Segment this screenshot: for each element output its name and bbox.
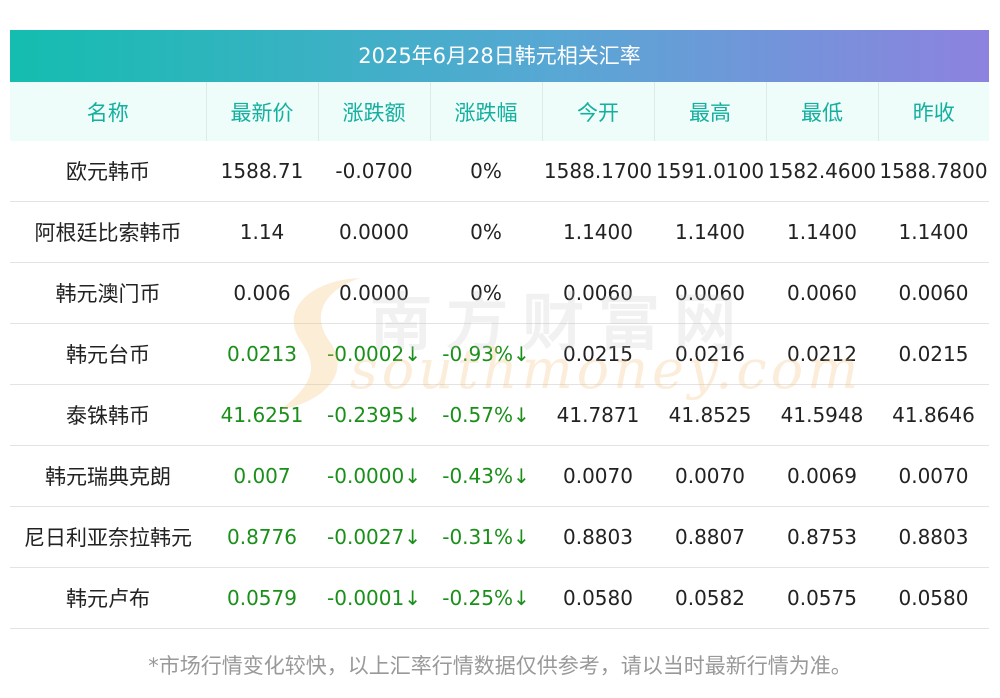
table-row: 尼日利亚奈拉韩元 0.8776 -0.0027↓ -0.31%↓ 0.8803 0.880… [10, 506, 989, 568]
change-percent-cell: 0% [430, 141, 542, 202]
header-latest: 最新价 [206, 82, 319, 141]
prev-close-cell: 0.8803 [878, 506, 989, 568]
prev-close-cell: 0.0215 [878, 323, 989, 385]
latest-price-cell: 41.6251 [206, 384, 318, 446]
prev-close-cell: 0.0070 [878, 445, 989, 507]
change-amount-cell: 0.0000 [318, 262, 430, 324]
change-amount-cell: -0.0700 [318, 141, 430, 202]
currency-name-cell: 尼日利亚奈拉韩元 [10, 506, 206, 568]
header-open: 今开 [542, 82, 655, 141]
table-row: 阿根廷比索韩币 1.14 0.0000 0% 1.1400 1.1400 1.1400 1.1… [10, 201, 989, 263]
table-row: 欧元韩币 1588.71 -0.0700 0% 1588.1700 1591.0100 15… [10, 141, 989, 202]
table-row: 韩元卢布 0.0579 -0.0001↓ -0.25%↓ 0.0580 0.0582 0.0… [10, 567, 989, 629]
header-name: 名称 [10, 82, 207, 141]
low-price-cell: 0.0212 [766, 323, 878, 385]
header-prev-close: 昨收 [878, 82, 989, 141]
high-price-cell: 1591.0100 [654, 141, 766, 202]
open-price-cell: 41.7871 [542, 384, 654, 446]
open-price-cell: 1.1400 [542, 201, 654, 263]
currency-name-cell: 欧元韩币 [10, 141, 206, 202]
change-percent-cell: -0.25%↓ [430, 567, 542, 629]
currency-name-cell: 韩元瑞典克朗 [10, 445, 206, 507]
table-title: 2025年6月28日韩元相关汇率 [10, 30, 989, 82]
low-price-cell: 0.0069 [766, 445, 878, 507]
prev-close-cell: 1588.7800 [878, 141, 989, 202]
high-price-cell: 41.8525 [654, 384, 766, 446]
open-price-cell: 0.0060 [542, 262, 654, 324]
high-price-cell: 0.8807 [654, 506, 766, 568]
latest-price-cell: 0.006 [206, 262, 318, 324]
header-change: 涨跌额 [318, 82, 431, 141]
latest-price-cell: 1.14 [206, 201, 318, 263]
high-price-cell: 0.0060 [654, 262, 766, 324]
change-amount-cell: -0.0027↓ [318, 506, 430, 568]
low-price-cell: 1582.4600 [766, 141, 878, 202]
change-percent-cell: -0.31%↓ [430, 506, 542, 568]
change-amount-cell: -0.0001↓ [318, 567, 430, 629]
latest-price-cell: 0.007 [206, 445, 318, 507]
header-high: 最高 [654, 82, 767, 141]
prev-close-cell: 41.8646 [878, 384, 989, 446]
latest-price-cell: 1588.71 [206, 141, 318, 202]
high-price-cell: 0.0070 [654, 445, 766, 507]
currency-name-cell: 泰铢韩币 [10, 384, 206, 446]
change-percent-cell: 0% [430, 262, 542, 324]
table-header-row: 名称 最新价 涨跌额 涨跌幅 今开 最高 最低 昨收 [10, 82, 989, 141]
open-price-cell: 0.0580 [542, 567, 654, 629]
change-percent-cell: 0% [430, 201, 542, 263]
prev-close-cell: 0.0580 [878, 567, 989, 629]
header-change-pct: 涨跌幅 [430, 82, 543, 141]
low-price-cell: 41.5948 [766, 384, 878, 446]
rate-table-card: 2025年6月28日韩元相关汇率 名称 最新价 涨跌额 涨跌幅 今开 最高 最低… [10, 30, 989, 629]
disclaimer-note: *市场行情变化较快，以上汇率行情数据仅供参考，请以当时最新行情为准。 [148, 654, 852, 678]
low-price-cell: 0.0575 [766, 567, 878, 629]
prev-close-cell: 0.0060 [878, 262, 989, 324]
currency-name-cell: 阿根廷比索韩币 [10, 201, 206, 263]
open-price-cell: 0.0215 [542, 323, 654, 385]
change-percent-cell: -0.93%↓ [430, 323, 542, 385]
table-row: 韩元瑞典克朗 0.007 -0.0000↓ -0.43%↓ 0.0070 0.0070 0.… [10, 445, 989, 507]
change-percent-cell: -0.57%↓ [430, 384, 542, 446]
table-row: 泰铢韩币 41.6251 -0.2395↓ -0.57%↓ 41.7871 41.8525… [10, 384, 989, 446]
change-amount-cell: -0.2395↓ [318, 384, 430, 446]
table-row: 韩元澳门币 0.006 0.0000 0% 0.0060 0.0060 0.0060 0.00… [10, 262, 989, 324]
latest-price-cell: 0.0213 [206, 323, 318, 385]
high-price-cell: 0.0582 [654, 567, 766, 629]
high-price-cell: 0.0216 [654, 323, 766, 385]
currency-name-cell: 韩元卢布 [10, 567, 206, 629]
low-price-cell: 0.0060 [766, 262, 878, 324]
prev-close-cell: 1.1400 [878, 201, 989, 263]
low-price-cell: 0.8753 [766, 506, 878, 568]
change-amount-cell: 0.0000 [318, 201, 430, 263]
open-price-cell: 0.8803 [542, 506, 654, 568]
header-low: 最低 [766, 82, 879, 141]
high-price-cell: 1.1400 [654, 201, 766, 263]
table-row: 韩元台币 0.0213 -0.0002↓ -0.93%↓ 0.0215 0.0216 0.0… [10, 323, 989, 385]
change-amount-cell: -0.0002↓ [318, 323, 430, 385]
change-percent-cell: -0.43%↓ [430, 445, 542, 507]
low-price-cell: 1.1400 [766, 201, 878, 263]
exchange-rate-table: 名称 最新价 涨跌额 涨跌幅 今开 最高 最低 昨收 欧元韩币 1588.71 -0… [10, 82, 989, 629]
latest-price-cell: 0.8776 [206, 506, 318, 568]
latest-price-cell: 0.0579 [206, 567, 318, 629]
open-price-cell: 0.0070 [542, 445, 654, 507]
currency-name-cell: 韩元台币 [10, 323, 206, 385]
currency-name-cell: 韩元澳门币 [10, 262, 206, 324]
change-amount-cell: -0.0000↓ [318, 445, 430, 507]
open-price-cell: 1588.1700 [542, 141, 654, 202]
